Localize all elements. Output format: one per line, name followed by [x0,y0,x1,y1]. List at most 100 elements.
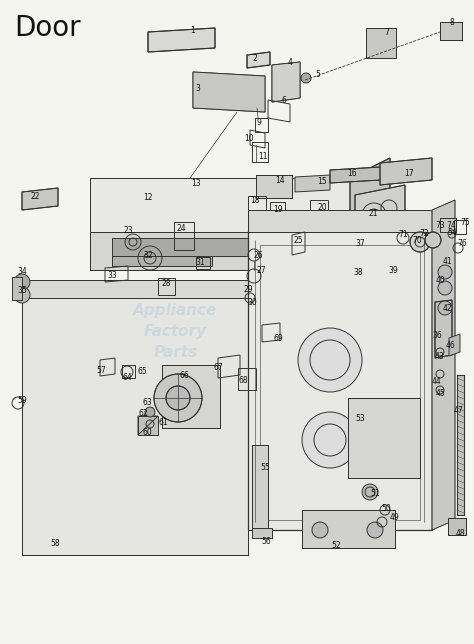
Text: Door: Door [14,14,81,42]
Text: 68: 68 [238,375,248,384]
Circle shape [301,73,311,83]
Circle shape [154,374,202,422]
Bar [174,222,194,250]
Polygon shape [22,280,248,298]
Circle shape [438,301,452,315]
Polygon shape [90,232,350,270]
Text: 40: 40 [436,276,446,285]
Text: 15: 15 [317,176,327,185]
Bar [112,256,212,266]
Text: 11: 11 [258,151,268,160]
Polygon shape [138,416,158,435]
Text: 12: 12 [143,193,153,202]
Bar [348,398,420,478]
Polygon shape [272,62,300,102]
Text: 2: 2 [253,53,257,62]
Text: 14: 14 [275,176,285,184]
Text: 35: 35 [17,285,27,294]
Text: 20: 20 [317,202,327,211]
Text: 50: 50 [381,504,391,513]
Text: 57: 57 [96,366,106,375]
Bar [112,238,257,256]
Text: 41: 41 [442,256,452,265]
Text: 73: 73 [435,220,445,229]
Text: 72: 72 [419,229,429,238]
Polygon shape [22,188,58,210]
Polygon shape [247,52,270,68]
Text: 23: 23 [123,225,133,234]
Text: 53: 53 [355,413,365,422]
Text: 32: 32 [143,251,153,260]
Text: 1: 1 [191,26,195,35]
Text: 38: 38 [353,267,363,276]
Text: 24: 24 [176,223,186,232]
Text: 17: 17 [404,169,414,178]
Bar [248,196,266,210]
Circle shape [425,232,441,248]
Polygon shape [457,375,464,515]
Text: 51: 51 [370,489,380,498]
Text: 36: 36 [432,330,442,339]
Text: 54: 54 [447,227,457,236]
Text: 60: 60 [142,428,152,437]
Polygon shape [440,218,456,232]
Text: 4: 4 [288,57,292,66]
Circle shape [410,232,430,252]
Text: 45: 45 [436,388,446,397]
Text: 62: 62 [138,408,148,417]
Polygon shape [90,178,350,232]
Text: 70: 70 [412,236,422,245]
Text: 52: 52 [331,540,341,549]
Text: 13: 13 [191,178,201,187]
Polygon shape [256,175,292,198]
Text: 22: 22 [30,191,40,200]
Polygon shape [302,510,395,548]
Circle shape [362,484,378,500]
Text: 29: 29 [243,285,253,294]
Text: 33: 33 [107,270,117,279]
Text: 34: 34 [17,267,27,276]
Text: 6: 6 [282,95,286,104]
Text: 46: 46 [446,341,456,350]
Polygon shape [440,22,462,40]
Bar [270,202,285,214]
Text: 21: 21 [368,209,378,218]
Polygon shape [193,72,265,112]
Text: 43: 43 [435,352,445,361]
Polygon shape [248,230,432,530]
Polygon shape [295,175,330,192]
Text: 25: 25 [293,236,303,245]
Bar [348,398,420,478]
Circle shape [438,265,452,279]
Polygon shape [366,28,396,58]
Polygon shape [162,365,220,428]
Polygon shape [355,185,405,245]
Text: 67: 67 [213,363,223,372]
Text: 55: 55 [260,462,270,471]
Text: 27: 27 [256,265,266,274]
Text: 61: 61 [158,417,168,426]
Text: 76: 76 [457,238,467,247]
Text: 59: 59 [17,395,27,404]
Text: 44: 44 [432,377,442,386]
Text: 9: 9 [256,117,262,126]
Text: 47: 47 [454,406,464,415]
Circle shape [367,522,383,538]
Text: Appliance
Factory
Parts: Appliance Factory Parts [133,303,218,360]
Text: 64: 64 [122,372,132,381]
Text: 49: 49 [390,513,400,522]
Circle shape [145,407,155,417]
Text: 69: 69 [273,334,283,343]
Text: 65: 65 [137,366,147,375]
Polygon shape [330,165,415,183]
Text: 75: 75 [460,218,470,227]
Text: 31: 31 [195,258,205,267]
Circle shape [312,522,328,538]
Text: 74: 74 [446,220,456,229]
Bar [310,200,328,214]
Polygon shape [448,518,466,535]
Text: 71: 71 [398,229,408,238]
Bar [196,257,210,269]
Text: 3: 3 [196,84,201,93]
Circle shape [438,281,452,295]
